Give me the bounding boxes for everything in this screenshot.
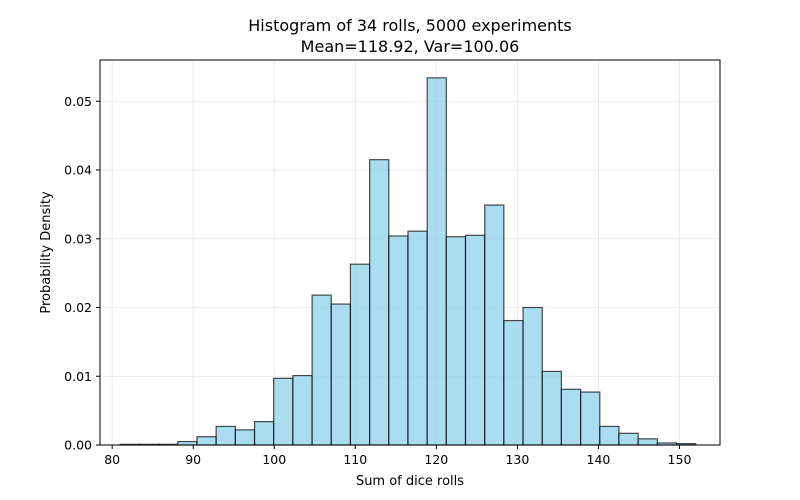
- histogram-bar: [484, 204, 505, 446]
- x-tick-label: 100: [262, 452, 286, 467]
- y-tick-label: 0.04: [64, 163, 92, 178]
- histogram-bar: [196, 436, 217, 446]
- histogram-bar: [560, 388, 582, 446]
- histogram-bar: [369, 159, 390, 446]
- x-tick-label: 80: [104, 452, 120, 467]
- x-tick-label: 120: [424, 452, 448, 467]
- histogram-bar: [618, 432, 639, 446]
- histogram-bar: [177, 440, 198, 446]
- histogram-bar: [580, 391, 601, 446]
- histogram-bar: [407, 230, 428, 446]
- x-tick-label: 130: [505, 452, 529, 467]
- chart-title: Histogram of 34 rolls, 5000 experiments: [248, 16, 572, 35]
- histogram-bar: [522, 306, 543, 446]
- histogram-bar: [330, 303, 352, 446]
- histogram-bar: [349, 263, 371, 446]
- x-tick-label: 90: [185, 452, 201, 467]
- histogram-bar: [637, 438, 658, 446]
- x-tick-label: 140: [587, 452, 611, 467]
- histogram-bar: [541, 370, 562, 446]
- x-tick-label: 150: [668, 452, 692, 467]
- histogram-bar: [445, 236, 467, 446]
- histogram-bar: [253, 421, 275, 446]
- histogram-bar: [292, 374, 313, 446]
- x-axis-ticks: 80 90 100 110 120 130 140 150: [104, 445, 691, 467]
- axes-frame: [99, 59, 721, 446]
- y-axis-ticks: 0.00 0.01 0.02 0.03 0.04 0.05: [64, 94, 100, 453]
- y-tick-label: 0.05: [64, 94, 92, 109]
- y-axis-label: Probability Density: [39, 191, 54, 314]
- histogram-bar: [311, 294, 332, 446]
- histogram-bar: [234, 429, 256, 446]
- histogram-bar: [599, 425, 620, 446]
- histogram-bar: [503, 319, 524, 446]
- x-axis-label: Sum of dice rolls: [356, 474, 464, 489]
- histogram-bar: [388, 235, 409, 446]
- x-tick-label: 110: [343, 452, 367, 467]
- histogram-bars: [119, 77, 697, 446]
- histogram-bar: [426, 77, 447, 446]
- histogram-bar: [273, 377, 294, 446]
- histogram-bar: [464, 234, 486, 446]
- y-tick-label: 0.01: [64, 369, 92, 384]
- y-tick-label: 0.02: [64, 300, 92, 315]
- histogram-bar: [215, 425, 236, 446]
- chart-subtitle: Mean=118.92, Var=100.06: [301, 37, 520, 56]
- y-tick-label: 0.00: [64, 438, 92, 453]
- y-tick-label: 0.03: [64, 231, 92, 246]
